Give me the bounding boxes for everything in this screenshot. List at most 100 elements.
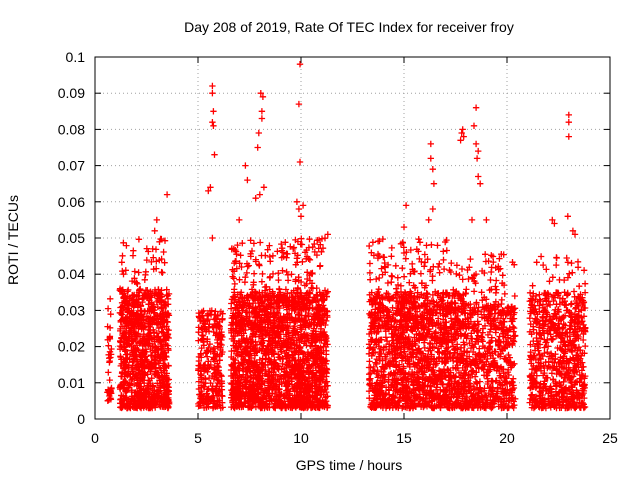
data-point bbox=[296, 343, 304, 351]
data-point bbox=[106, 355, 113, 362]
data-point bbox=[156, 291, 163, 298]
data-point bbox=[146, 308, 153, 315]
data-point bbox=[107, 295, 114, 302]
data-point bbox=[144, 382, 151, 390]
data-point bbox=[122, 267, 129, 274]
data-point bbox=[276, 286, 283, 293]
data-point bbox=[196, 391, 204, 398]
data-point bbox=[165, 362, 172, 369]
data-point bbox=[152, 404, 159, 411]
data-point bbox=[266, 253, 273, 261]
data-point bbox=[141, 348, 149, 355]
data-point bbox=[117, 373, 125, 380]
data-point bbox=[214, 376, 221, 383]
data-point bbox=[210, 392, 217, 399]
data-point bbox=[107, 311, 114, 318]
data-point bbox=[269, 252, 277, 259]
data-point bbox=[137, 361, 145, 369]
data-point bbox=[208, 386, 216, 393]
data-point bbox=[409, 260, 416, 268]
data-point bbox=[121, 387, 129, 395]
data-point bbox=[388, 279, 395, 286]
data-point bbox=[144, 358, 151, 365]
data-point bbox=[148, 258, 155, 266]
data-point bbox=[295, 381, 303, 388]
data-point bbox=[140, 387, 147, 394]
data-point bbox=[195, 365, 202, 373]
data-point bbox=[164, 330, 171, 338]
data-point bbox=[214, 362, 221, 370]
data-point bbox=[145, 326, 152, 333]
data-point bbox=[161, 259, 168, 266]
data-point bbox=[123, 242, 130, 249]
data-point bbox=[124, 293, 131, 300]
data-point bbox=[214, 343, 221, 350]
data-point bbox=[142, 268, 149, 275]
data-point bbox=[160, 335, 168, 343]
data-point bbox=[156, 298, 163, 305]
data-point bbox=[196, 399, 203, 406]
data-point bbox=[250, 270, 258, 277]
data-point bbox=[163, 286, 170, 293]
data-point bbox=[162, 391, 169, 398]
data-point bbox=[298, 241, 306, 248]
data-point bbox=[459, 276, 466, 283]
data-point bbox=[154, 380, 161, 387]
data-point bbox=[141, 341, 148, 348]
data-point bbox=[213, 314, 220, 322]
data-point bbox=[367, 276, 374, 283]
data-point bbox=[156, 313, 163, 320]
data-point bbox=[214, 336, 221, 344]
data-point bbox=[130, 344, 137, 352]
data-point bbox=[256, 262, 263, 269]
data-point bbox=[247, 237, 254, 244]
data-point bbox=[209, 404, 217, 412]
data-point bbox=[145, 404, 153, 412]
data-point bbox=[448, 259, 455, 267]
data-point bbox=[121, 378, 129, 386]
data-point bbox=[266, 397, 273, 404]
data-point bbox=[151, 315, 158, 322]
data-point bbox=[160, 319, 167, 326]
data-point bbox=[257, 239, 264, 246]
data-point bbox=[388, 253, 395, 260]
data-point bbox=[157, 395, 164, 402]
data-point bbox=[440, 265, 448, 273]
data-point bbox=[127, 370, 134, 377]
data-point bbox=[124, 308, 132, 315]
data-point bbox=[106, 389, 113, 396]
data-point bbox=[139, 352, 147, 359]
data-point bbox=[117, 353, 124, 360]
data-point bbox=[434, 242, 441, 249]
data-point bbox=[159, 310, 166, 317]
data-point bbox=[126, 334, 133, 342]
data-point bbox=[118, 356, 125, 363]
data-point bbox=[205, 397, 212, 404]
data-point bbox=[443, 247, 450, 254]
data-point bbox=[108, 385, 115, 392]
data-point bbox=[290, 244, 298, 251]
data-point bbox=[118, 304, 125, 311]
data-point bbox=[143, 256, 150, 264]
data-point bbox=[145, 332, 152, 339]
data-point bbox=[311, 383, 318, 390]
data-point bbox=[155, 324, 162, 332]
data-point bbox=[160, 403, 168, 411]
data-point bbox=[126, 313, 133, 320]
data-point bbox=[298, 235, 305, 242]
data-point bbox=[149, 347, 157, 354]
data-point bbox=[435, 263, 442, 271]
data-point bbox=[149, 400, 156, 407]
data-point bbox=[215, 377, 222, 384]
data-point bbox=[135, 347, 142, 354]
data-point bbox=[195, 309, 202, 317]
data-point bbox=[269, 270, 277, 278]
data-point bbox=[210, 348, 218, 355]
data-point bbox=[135, 366, 142, 374]
data-point bbox=[415, 236, 422, 243]
data-point bbox=[155, 286, 162, 293]
data-point bbox=[124, 364, 132, 371]
data-point bbox=[203, 404, 210, 411]
data-point bbox=[198, 344, 205, 352]
data-point bbox=[258, 278, 266, 285]
